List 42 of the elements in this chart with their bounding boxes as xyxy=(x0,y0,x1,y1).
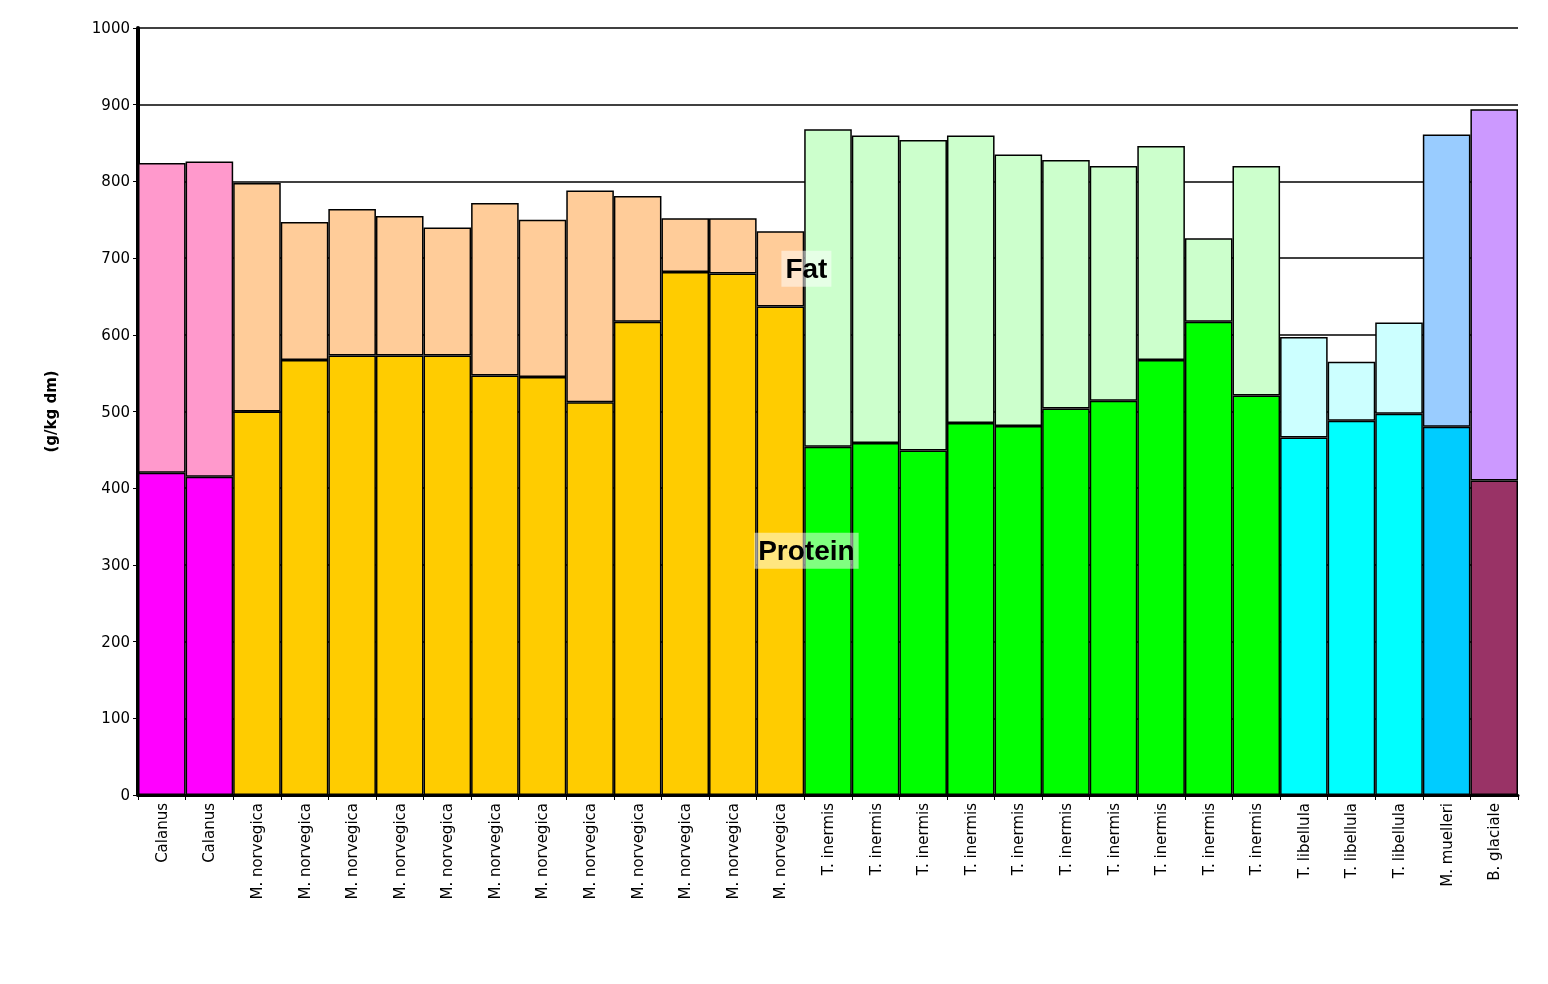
y-tick-label: 800 xyxy=(101,172,130,191)
x-tick-label: M. muelleri xyxy=(1437,803,1456,887)
x-tick-label: M. norvegica xyxy=(485,803,504,900)
x-tick-label: T. inermis xyxy=(866,802,885,877)
x-tick-label: M. norvegica xyxy=(295,803,314,900)
y-tick-label: 600 xyxy=(101,325,130,344)
y-tick-label: 0 xyxy=(120,786,130,804)
x-tick-label: M. norvegica xyxy=(390,803,409,900)
x-tick-label: M. norvegica xyxy=(628,803,647,900)
x-tick-label: T. inermis xyxy=(961,802,980,877)
x-tick-label: M. norvegica xyxy=(438,803,457,900)
y-tick-label: 200 xyxy=(101,632,130,651)
x-tick-label: T. inermis xyxy=(1009,802,1028,877)
x-tick-label: T. libellula xyxy=(1390,803,1409,880)
y-tick-label: 100 xyxy=(101,709,130,728)
x-tick-label: T. inermis xyxy=(1104,802,1123,877)
y-tick-label: 700 xyxy=(101,249,130,268)
series-label: Fat xyxy=(785,253,828,285)
y-tick-label: 900 xyxy=(101,95,130,114)
y-tick-label: 1000 xyxy=(91,19,130,37)
y-tick-label: 300 xyxy=(101,555,130,574)
x-tick-label: M. norvegica xyxy=(676,803,695,900)
x-tick-label: M. norvegica xyxy=(533,803,552,900)
y-tick-label: 400 xyxy=(101,479,130,498)
x-tick-label: M. norvegica xyxy=(723,803,742,900)
x-tick-label: M. norvegica xyxy=(343,803,362,900)
x-tick-label: T. inermis xyxy=(1056,802,1075,877)
x-tick-label: T. inermis xyxy=(1152,802,1171,877)
x-tick-label: B. glaciale xyxy=(1485,803,1504,881)
x-tick-label: Calanus xyxy=(200,802,219,863)
x-tick-label: T. libellula xyxy=(1342,803,1361,880)
x-tick-label: T. inermis xyxy=(1199,802,1218,877)
x-tick-label: T. inermis xyxy=(914,802,933,877)
x-tick-label: T. libellula xyxy=(1294,803,1313,880)
y-tick-label: 500 xyxy=(101,402,130,421)
x-tick-label: M. norvegica xyxy=(771,803,790,900)
x-tick-label: M. norvegica xyxy=(581,803,600,900)
x-tick-label: Calanus xyxy=(152,802,171,863)
x-tick-label: T. inermis xyxy=(1247,802,1266,877)
x-tick-label: M. norvegica xyxy=(247,803,266,900)
x-tick-label: T. inermis xyxy=(819,802,837,877)
y-axis-title: (g/kg dm) xyxy=(41,370,60,453)
